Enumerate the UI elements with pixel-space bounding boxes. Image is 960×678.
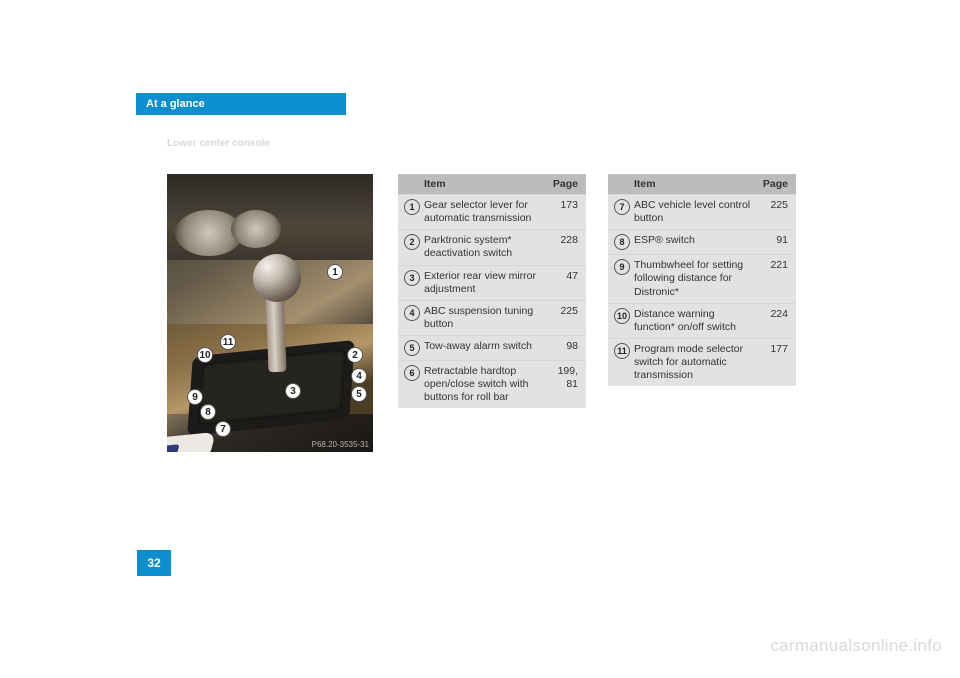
photo-hardtop-switch — [167, 432, 216, 452]
row-page: 199, 81 — [544, 365, 578, 391]
row-text: Distance warning function* on/off switch — [634, 308, 754, 334]
row-text: ABC suspension tuning button — [424, 305, 544, 331]
callout-marker: 5 — [351, 386, 367, 402]
table-row: 2Parktronic system* deactivation switch2… — [398, 229, 586, 264]
callout-marker: 9 — [187, 389, 203, 405]
row-number: 9 — [614, 259, 630, 275]
row-number: 5 — [404, 340, 420, 356]
row-page: 225 — [754, 199, 788, 212]
table-row: 1Gear selector lever for automatic trans… — [398, 194, 586, 229]
row-number: 6 — [404, 365, 420, 381]
row-page: 228 — [544, 234, 578, 247]
row-page: 221 — [754, 259, 788, 272]
callout-marker: 1 — [327, 264, 343, 280]
row-page: 91 — [754, 234, 788, 247]
row-number: 11 — [614, 343, 630, 359]
callout-marker: 8 — [200, 404, 216, 420]
section-header-label: At a glance — [136, 98, 205, 110]
table-row: 9Thumbwheel for setting following distan… — [608, 254, 796, 302]
table-row: 7ABC vehicle level control button225 — [608, 194, 796, 229]
row-text: Tow-away alarm switch — [424, 340, 544, 353]
row-text: Exterior rear view mirror adjustment — [424, 270, 544, 296]
table-header: Item Page — [398, 174, 586, 194]
row-page: 225 — [544, 305, 578, 318]
col-page: Page — [553, 178, 578, 190]
photo-shifter-knob — [253, 254, 301, 302]
watermark: carmanualsonline.info — [770, 636, 942, 656]
row-page: 177 — [754, 343, 788, 356]
image-reference: P68.20-3535-31 — [312, 440, 369, 449]
row-text: Gear selector lever for automatic transm… — [424, 199, 544, 225]
row-number: 8 — [614, 234, 630, 250]
row-text: ABC vehicle level control button — [634, 199, 754, 225]
table-row: 3Exterior rear view mirror adjustment47 — [398, 265, 586, 300]
section-header-bar: At a glance — [136, 93, 346, 115]
table-header: Item Page — [608, 174, 796, 194]
reference-table-left: Item Page 1Gear selector lever for autom… — [398, 174, 586, 408]
col-item: Item — [634, 178, 656, 190]
row-page: 173 — [544, 199, 578, 212]
table-row: 5 Tow-away alarm switch98 — [398, 335, 586, 360]
row-number: 1 — [404, 199, 420, 215]
row-page: 47 — [544, 270, 578, 283]
photo-gauge — [231, 210, 281, 248]
callout-marker: 4 — [351, 368, 367, 384]
manual-page: At a glance Lower center console 1245311… — [0, 0, 960, 678]
row-text: Parktronic system* deactivation switch — [424, 234, 544, 260]
table-row: 6Retractable hardtop open/close switch w… — [398, 360, 586, 408]
row-page: 98 — [544, 340, 578, 353]
row-page: 224 — [754, 308, 788, 321]
row-number: 4 — [404, 305, 420, 321]
col-item: Item — [424, 178, 446, 190]
subsection-title: Lower center console — [167, 138, 270, 149]
row-number: 3 — [404, 270, 420, 286]
callout-marker: 3 — [285, 383, 301, 399]
callout-marker: 7 — [215, 421, 231, 437]
row-text: Retractable hardtop open/close switch wi… — [424, 365, 544, 404]
col-page: Page — [763, 178, 788, 190]
callout-marker: 10 — [197, 347, 213, 363]
callout-marker: 2 — [347, 347, 363, 363]
row-number: 2 — [404, 234, 420, 250]
console-photo: 1245311109876 P68.20-3535-31 — [167, 174, 373, 452]
reference-table-right: Item Page 7ABC vehicle level control but… — [608, 174, 796, 386]
row-number: 7 — [614, 199, 630, 215]
callout-marker: 11 — [220, 334, 236, 350]
row-text: Program mode selector switch for automat… — [634, 343, 754, 382]
table-row: 11Program mode selector switch for autom… — [608, 338, 796, 386]
row-text: Thumbwheel for setting following distanc… — [634, 259, 754, 298]
row-number: 10 — [614, 308, 630, 324]
table-row: 10Distance warning function* on/off swit… — [608, 303, 796, 338]
table-row: 8 ESP® switch91 — [608, 229, 796, 254]
table-row: 4ABC suspension tuning button225 — [398, 300, 586, 335]
row-text: ESP® switch — [634, 234, 754, 247]
page-number: 32 — [137, 550, 171, 576]
